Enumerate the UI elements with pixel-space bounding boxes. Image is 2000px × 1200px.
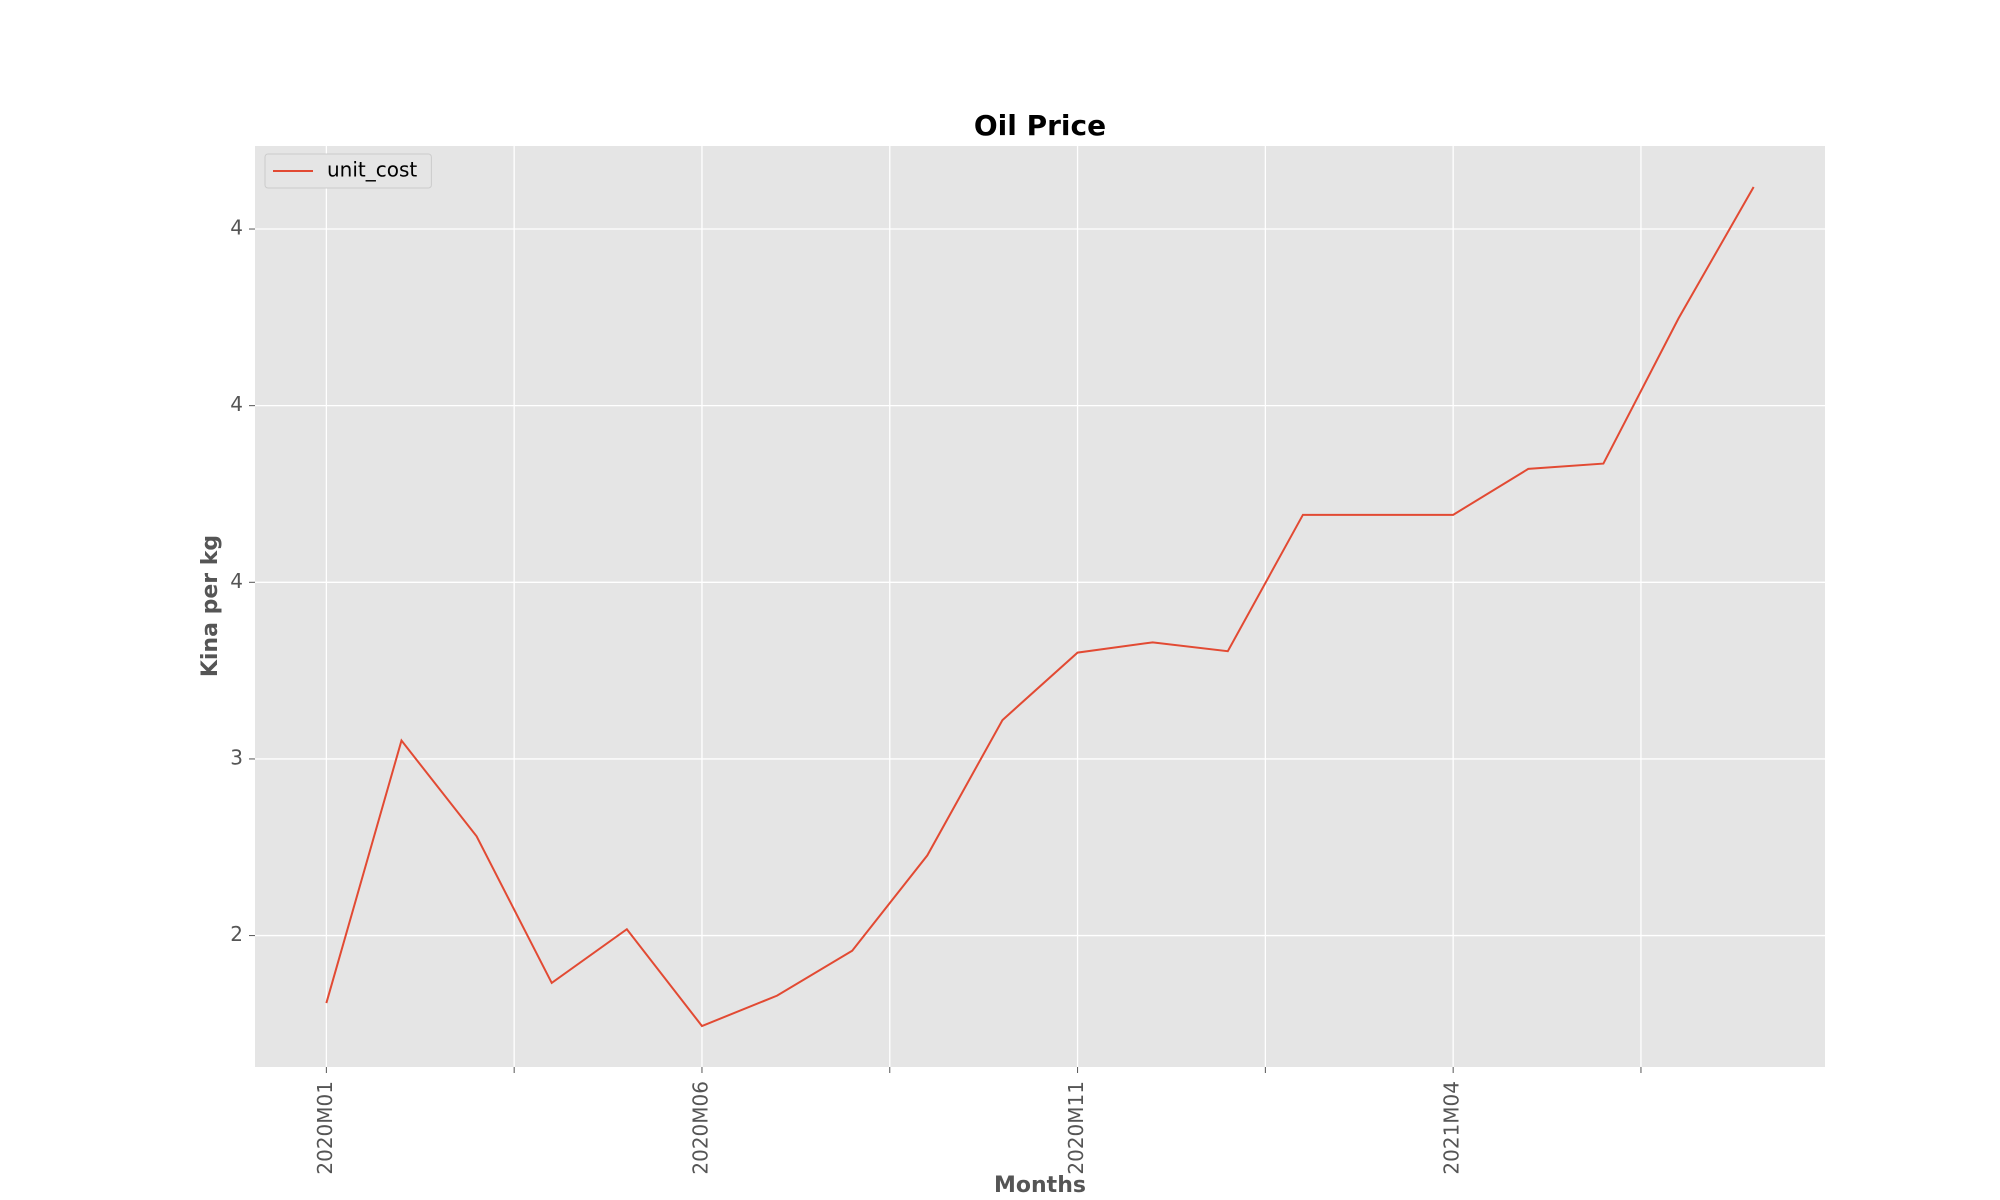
- x-tick-label: 2021M04: [1440, 1081, 1464, 1175]
- y-tick-label: 4: [230, 216, 243, 240]
- x-axis-label: Months: [994, 1173, 1086, 1198]
- chart-title: Oil Price: [974, 109, 1106, 142]
- y-tick-label: 4: [230, 569, 243, 593]
- x-tick-label: 2020M06: [688, 1081, 712, 1175]
- y-tick-label: 3: [230, 745, 243, 769]
- x-tick-label: 2020M01: [313, 1081, 337, 1175]
- marks: [325, 186, 1755, 1028]
- legend-label: unit_cost: [327, 158, 417, 182]
- y-tick-label: 2: [230, 922, 243, 946]
- legend: [264, 153, 432, 189]
- x-tick-label: 2020M11: [1064, 1081, 1088, 1175]
- line-series: [325, 186, 1755, 1028]
- y-tick-label: 4: [230, 392, 243, 416]
- grid: [255, 146, 1825, 1067]
- plot-area: [255, 146, 1825, 1067]
- y-axis-label: Kina per kg: [198, 535, 223, 677]
